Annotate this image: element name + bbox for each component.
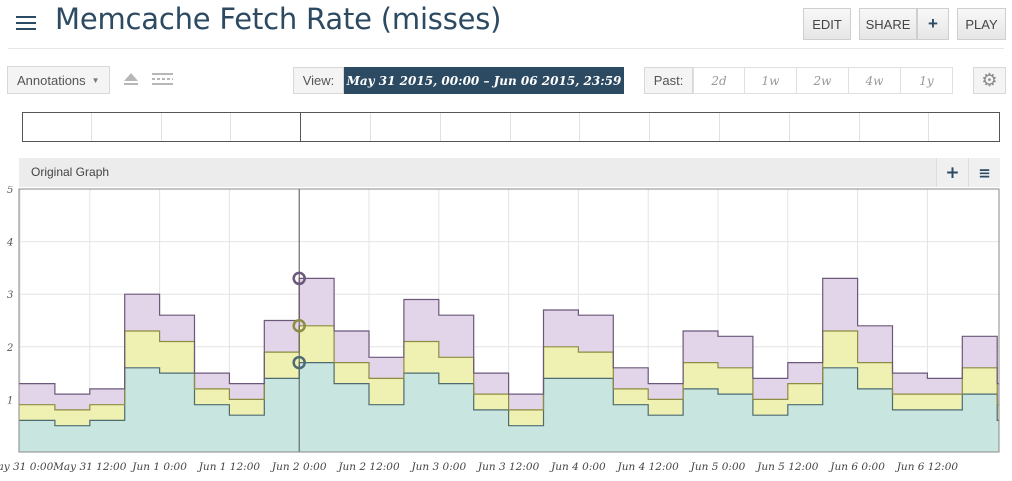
x-tick-label: Jun 1 12:00 — [197, 461, 261, 473]
series-middle-marker — [292, 319, 306, 333]
x-tick-label: Jun 2 0:00 — [270, 461, 327, 473]
navigator-tick — [509, 113, 511, 141]
y-tick-label: 5 — [7, 186, 13, 196]
range-navigator[interactable] — [22, 112, 1000, 142]
edit-button[interactable]: EDIT — [803, 8, 851, 40]
annotations-dropdown[interactable]: Annotations ▼ — [7, 66, 110, 94]
caret-down-icon: ▼ — [91, 75, 100, 85]
view-label: View: — [293, 67, 344, 94]
navigator-tick — [160, 113, 162, 141]
x-tick-label: Jun 5 12:00 — [755, 461, 819, 473]
hamburger-icon[interactable] — [16, 14, 36, 32]
navigator-tick — [719, 113, 720, 141]
past-2d-button[interactable]: 2d — [693, 67, 745, 94]
x-tick-label: May 31 12:00 — [52, 461, 127, 473]
series-bottom-marker — [292, 355, 306, 370]
x-tick-label: May 31 0:00 — [0, 461, 54, 473]
lines-icon[interactable] — [152, 72, 173, 86]
navigator-tick — [928, 113, 930, 141]
x-tick-label: Jun 4 12:00 — [616, 461, 680, 473]
navigator-tick — [439, 113, 441, 141]
navigator-tick — [230, 113, 232, 141]
share-button[interactable]: SHARE — [859, 8, 917, 40]
past-1w-button[interactable]: 1w — [745, 67, 797, 94]
view-range-button[interactable]: May 31 2015, 00:00 – Jun 06 2015, 23:59 — [344, 67, 624, 94]
navigator-tick — [788, 113, 790, 141]
page-title: Memcache Fetch Rate (misses) — [55, 2, 502, 36]
series-top-marker — [292, 271, 306, 286]
series-top-line — [19, 277, 999, 395]
navigator-cursor — [300, 113, 302, 141]
navigator-tick — [858, 113, 860, 141]
x-tick-label: Jun 5 0:00 — [689, 461, 746, 473]
series-bottom-area — [19, 362, 999, 452]
add-button[interactable]: + — [917, 8, 949, 40]
past-label: Past: — [644, 67, 693, 94]
annotations-label: Annotations — [17, 72, 86, 88]
x-tick-label: Jun 3 12:00 — [476, 461, 540, 473]
panel-menu-button[interactable]: ≡ — [968, 158, 1000, 187]
y-tick-label: 4 — [6, 238, 13, 249]
gear-icon[interactable]: ⚙ — [973, 67, 1006, 94]
panel-title: Original Graph — [31, 165, 110, 179]
header-divider — [8, 48, 1004, 49]
y-tick-label: 2 — [6, 343, 13, 354]
navigator-tick — [579, 113, 581, 141]
x-tick-label: Jun 6 12:00 — [895, 461, 959, 473]
navigator-tick — [649, 113, 651, 141]
x-tick-label: Jun 1 0:00 — [130, 461, 187, 473]
y-tick-label: 3 — [7, 290, 13, 301]
x-tick-label: Jun 2 12:00 — [336, 461, 400, 473]
play-button[interactable]: PLAY — [957, 8, 1006, 40]
panel-add-button[interactable]: + — [936, 158, 968, 187]
plot-frame — [18, 188, 1000, 453]
x-tick-label: Jun 3 0:00 — [409, 461, 466, 473]
x-tick-label: Jun 4 0:00 — [549, 461, 606, 473]
past-2w-button[interactable]: 2w — [797, 67, 849, 94]
panel-header: Original Graph — [19, 158, 936, 187]
past-1y-button[interactable]: 1y — [901, 67, 953, 94]
navigator-tick — [90, 113, 92, 141]
navigator-tick — [370, 113, 371, 141]
eject-icon[interactable] — [124, 73, 138, 87]
x-tick-label: Jun 6 0:00 — [828, 461, 885, 473]
y-tick-label: 1 — [7, 395, 13, 406]
past-4w-button[interactable]: 4w — [849, 67, 901, 94]
